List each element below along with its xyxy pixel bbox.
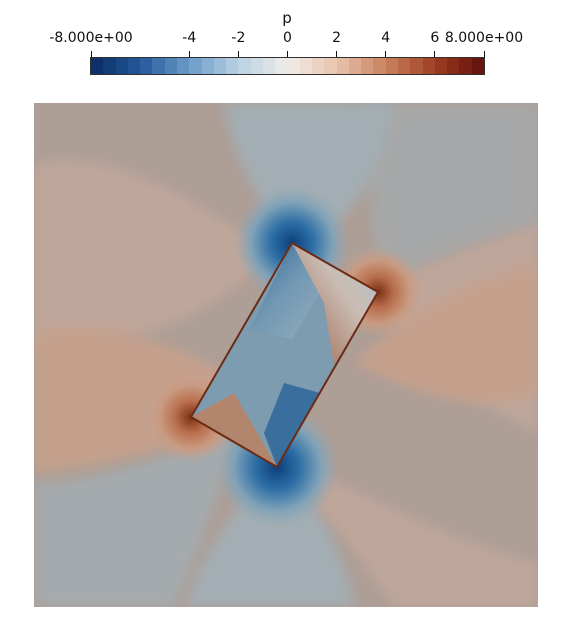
colorbar-band	[238, 58, 251, 74]
colorbar-band	[373, 58, 386, 74]
tick-label: -4	[182, 30, 197, 46]
colorbar-band	[336, 58, 349, 74]
tick-label: -8.000e+00	[49, 30, 133, 46]
colorbar-band	[275, 58, 288, 74]
legend-title: p	[282, 9, 292, 27]
colorbar-band	[385, 58, 399, 74]
tick-mark	[385, 51, 387, 59]
positive-lobe-upper-left	[34, 159, 274, 353]
colorbar-band	[422, 58, 435, 74]
tick-label: -2	[231, 30, 246, 46]
colorbar-band	[434, 58, 448, 74]
colorbar-band	[91, 58, 104, 74]
pressure-field-plot	[34, 103, 538, 607]
tick-label: 8.000e+00	[444, 30, 524, 46]
tick-mark	[237, 51, 239, 59]
rectangle-bottom-left-shade	[191, 393, 277, 467]
colorbar-band	[471, 58, 484, 74]
positive-lobe-lower-right	[294, 463, 538, 607]
negative-lobe-top	[224, 103, 394, 248]
tick-mark	[434, 51, 436, 59]
rectangle-outline	[189, 241, 380, 469]
tick-label: 0	[283, 30, 292, 46]
colorbar-band	[164, 58, 177, 74]
colorbar-band	[287, 58, 300, 74]
colorbar-band	[140, 58, 153, 74]
colorbar-band	[176, 58, 190, 74]
tick-mark	[483, 51, 485, 59]
negative-lobe-lower-left	[34, 433, 234, 607]
colorbar-band	[459, 58, 472, 74]
colorbar-band	[115, 58, 128, 74]
negative-lobe-bottom	[184, 468, 354, 607]
colorbar-band	[127, 58, 141, 74]
colorbar-band	[398, 58, 411, 74]
colorbar-band	[201, 58, 214, 74]
rotated-rectangle	[189, 241, 380, 469]
colorbar-band	[189, 58, 202, 74]
colorbar-band	[361, 58, 374, 74]
colorbar-band	[299, 58, 313, 74]
colorbar-band	[213, 58, 227, 74]
tick-label: 6	[430, 30, 440, 46]
colorbar-band	[103, 58, 116, 74]
tick-label: 4	[381, 30, 391, 46]
tick-mark	[188, 51, 190, 59]
negative-lobe-upper-right	[364, 103, 538, 288]
colorbar-band	[152, 58, 165, 74]
rectangle-bottom-right-shade	[264, 383, 320, 467]
pressure-field-svg	[34, 103, 538, 607]
tick-mark	[287, 51, 288, 59]
colorbar-band	[312, 58, 325, 74]
tick-mark	[336, 51, 338, 59]
colorbar-band	[324, 58, 337, 74]
tick-mark	[90, 51, 92, 59]
tick-label: 2	[332, 30, 342, 46]
colorbar-band	[348, 58, 362, 74]
colorbar-band	[226, 58, 239, 74]
colorbar-band	[410, 58, 423, 74]
colorbar-band	[262, 58, 276, 74]
rectangle-top-right-shade	[292, 243, 378, 365]
colorbar-band	[250, 58, 263, 74]
colorbar	[90, 57, 485, 75]
colorbar-band	[447, 58, 460, 74]
positive-lobe-right-inner	[354, 263, 538, 403]
